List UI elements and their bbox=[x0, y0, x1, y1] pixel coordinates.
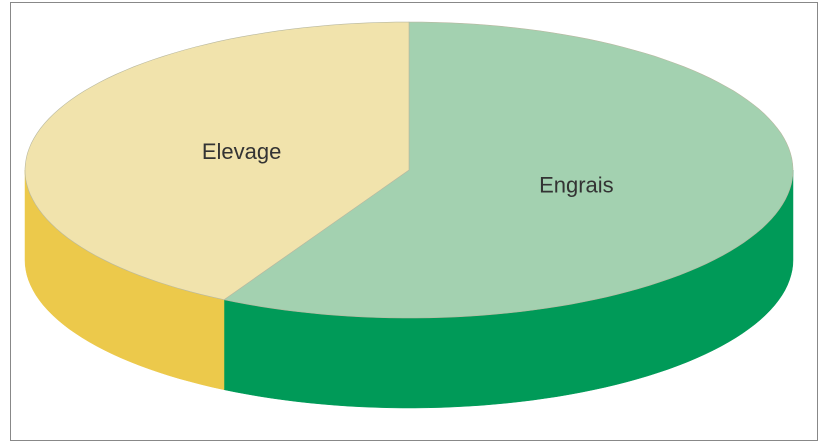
pie-labels: Engrais Elevage bbox=[202, 139, 614, 197]
slice-label: Elevage bbox=[202, 139, 282, 164]
pie-tops bbox=[24, 21, 794, 319]
slice-label: Engrais bbox=[539, 172, 614, 197]
pie-slice bbox=[24, 21, 410, 301]
pie-slice bbox=[223, 21, 794, 319]
